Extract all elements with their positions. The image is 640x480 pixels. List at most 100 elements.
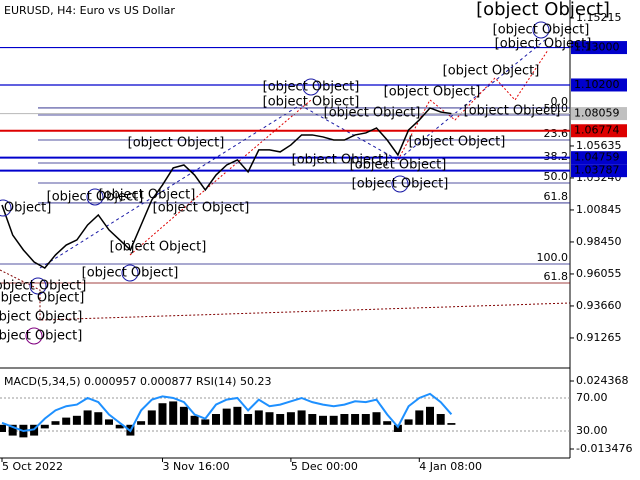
macd-bar <box>190 415 199 425</box>
macd-bar <box>351 414 360 425</box>
fib-label: 0.0 <box>551 95 569 108</box>
macd-bar <box>147 410 156 425</box>
macd-bar <box>62 417 71 425</box>
wave-label: [object Object] <box>263 95 360 110</box>
macd-bar <box>222 408 231 425</box>
wave-label: [object Object] <box>153 201 250 216</box>
wave-label: [object Object] <box>99 188 196 203</box>
wave-label: [object Object] <box>443 64 540 79</box>
x-tick-label: 4 Jan 08:00 <box>419 460 482 473</box>
wave-label: [object Object] <box>0 329 82 344</box>
x-tick-label: 5 Dec 00:00 <box>291 460 358 473</box>
y-tick-label: 1.00845 <box>576 203 622 216</box>
x-tick-label: 5 Oct 2022 <box>2 460 63 473</box>
macd-bar <box>51 421 60 425</box>
level-box <box>571 41 627 55</box>
wave-label: [object Object] <box>493 23 590 38</box>
macd-bar <box>94 412 103 425</box>
level-label: 1.13000 <box>574 41 620 54</box>
wave-circle <box>391 175 409 193</box>
macd-bar <box>212 414 220 425</box>
wave-circle <box>25 327 43 345</box>
macd-bar <box>415 410 424 425</box>
wave-circle <box>121 264 139 282</box>
wave-label: [object Object] <box>263 80 360 95</box>
projection-lines <box>0 39 571 321</box>
macd-bar <box>447 423 456 425</box>
macd-bar <box>233 406 242 425</box>
fib-label: 100.0 <box>537 251 569 264</box>
macd-bar <box>254 410 263 425</box>
wave-label: [object Object] <box>292 153 389 168</box>
wave-label: [object Object] <box>384 85 481 100</box>
fib-label: 50.0 <box>544 102 569 115</box>
projection-path <box>129 99 312 256</box>
x-tick-label: 3 Nov 16:00 <box>163 460 230 473</box>
wave-circle <box>29 277 47 295</box>
wave-label: [object Object] <box>324 106 421 121</box>
macd-bar <box>436 414 445 425</box>
wave-label: [object Object] <box>352 177 449 192</box>
y-tick-label: 0.98450 <box>576 235 622 248</box>
level-box <box>571 164 627 178</box>
wave-label: [object Object] <box>82 266 179 281</box>
macd-bar <box>383 421 392 425</box>
macd-bar <box>40 424 49 429</box>
macd-bar <box>426 406 434 425</box>
y2-tick-label: 30.00 <box>576 424 608 437</box>
macd-bar <box>0 424 6 432</box>
level-label: 1.04759 <box>574 151 620 164</box>
price-line <box>1 107 452 269</box>
macd-bar <box>372 412 381 425</box>
wave-label: [object Object] <box>128 136 225 151</box>
chart-title: EURUSD, H4: Euro vs US Dollar <box>4 4 175 17</box>
fib-label: 38.2 <box>544 150 569 163</box>
wave-label: [object Object] <box>0 310 82 325</box>
macd-bar <box>244 414 253 425</box>
macd-bar <box>265 412 274 425</box>
wave-label: [object Object] <box>464 104 561 119</box>
y-tick-label: 0.93660 <box>576 299 622 312</box>
indicator-title: MACD(5,34,5) 0.000957 0.000877 RSI(14) 5… <box>4 375 271 388</box>
wave-label: [object Object] <box>0 279 86 294</box>
wave-circle <box>532 21 550 39</box>
y-tick-label: 1.15215 <box>576 11 622 24</box>
wave-label: [object Object] <box>110 240 207 255</box>
macd-bar <box>158 403 167 425</box>
level-box <box>571 151 627 165</box>
macd-bar <box>72 415 81 425</box>
wave-circle <box>86 188 104 206</box>
fib-label: 61.8 <box>544 190 569 203</box>
wave-label: [object Object] <box>0 291 84 306</box>
level-label: 1.08059 <box>574 107 620 120</box>
macd-bar <box>361 414 370 425</box>
wave-label: [object Object] <box>476 0 610 20</box>
macd-bar <box>319 415 327 425</box>
wave-label: [object Object] <box>350 158 447 173</box>
fib-label: 50.0 <box>544 170 569 183</box>
macd-bar <box>8 424 17 436</box>
level-label: 1.10200 <box>574 78 620 91</box>
fib-label: 23.6 <box>544 127 569 140</box>
macd-bar <box>201 419 210 425</box>
wave-circle <box>302 78 320 96</box>
wave-circle <box>0 199 12 217</box>
macd-bar <box>329 415 338 425</box>
macd-bar <box>115 424 124 429</box>
macd-bar <box>105 419 113 425</box>
macd-bar <box>297 410 306 425</box>
y-tick-label: 0.024368 <box>576 374 629 387</box>
channel-line <box>299 39 546 161</box>
wave-label: [object Object] <box>495 37 592 52</box>
level-label: 1.03787 <box>574 164 620 177</box>
macd-bar <box>308 414 317 425</box>
level-box <box>571 107 627 121</box>
level-box <box>571 78 627 92</box>
macd-bar <box>169 401 178 425</box>
macd-bar <box>83 410 92 425</box>
level-box <box>571 124 627 138</box>
macd-bar <box>340 414 349 425</box>
macd-bar <box>276 414 285 425</box>
